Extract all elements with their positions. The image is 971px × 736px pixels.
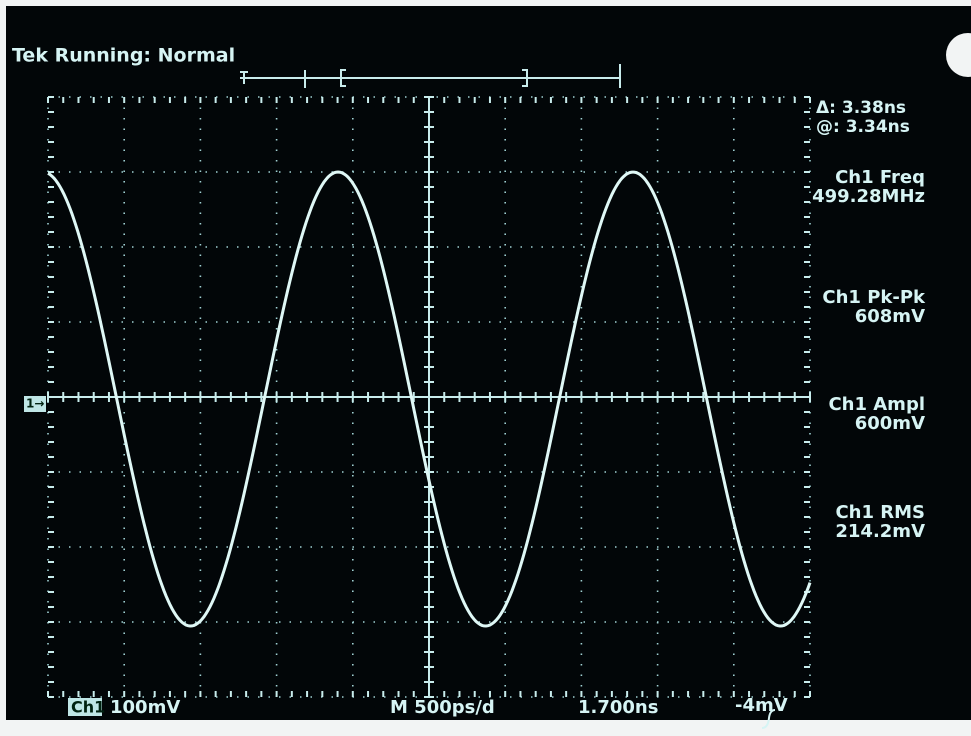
trigger-slope (761, 709, 776, 729)
channel-marker-box (24, 396, 46, 412)
timebase: M 500ps/d (390, 697, 495, 718)
channel-marker: 1→ (26, 397, 44, 411)
horizontal-position: 1.700ns (578, 697, 658, 718)
measurement-value: 600mV (855, 413, 925, 434)
measurement-label: Ch1 RMS (835, 502, 925, 523)
waveform (47, 170, 812, 628)
status: Tek Running: Normal (12, 45, 235, 67)
measurement-label: Ch1 Ampl (828, 394, 925, 415)
channel-box (68, 698, 102, 716)
cursor-delta: Δ: 3.38ns (816, 98, 906, 118)
measurement-value: 214.2mV (835, 521, 925, 542)
measurement-value: 499.28MHz (812, 186, 925, 207)
volts-per-div: 100mV (110, 697, 180, 718)
indicator (946, 33, 971, 77)
cursor-at: @: 3.34ns (816, 117, 910, 137)
measurement-label: Ch1 Pk-Pk (822, 287, 926, 308)
trigger-bar (240, 64, 621, 88)
trigger-level: -4mV (735, 695, 788, 716)
measurement-value: 608mV (855, 306, 925, 327)
graticule (47, 96, 811, 698)
channel: Ch1 (71, 698, 105, 717)
measurement-label: Ch1 Freq (835, 167, 925, 188)
